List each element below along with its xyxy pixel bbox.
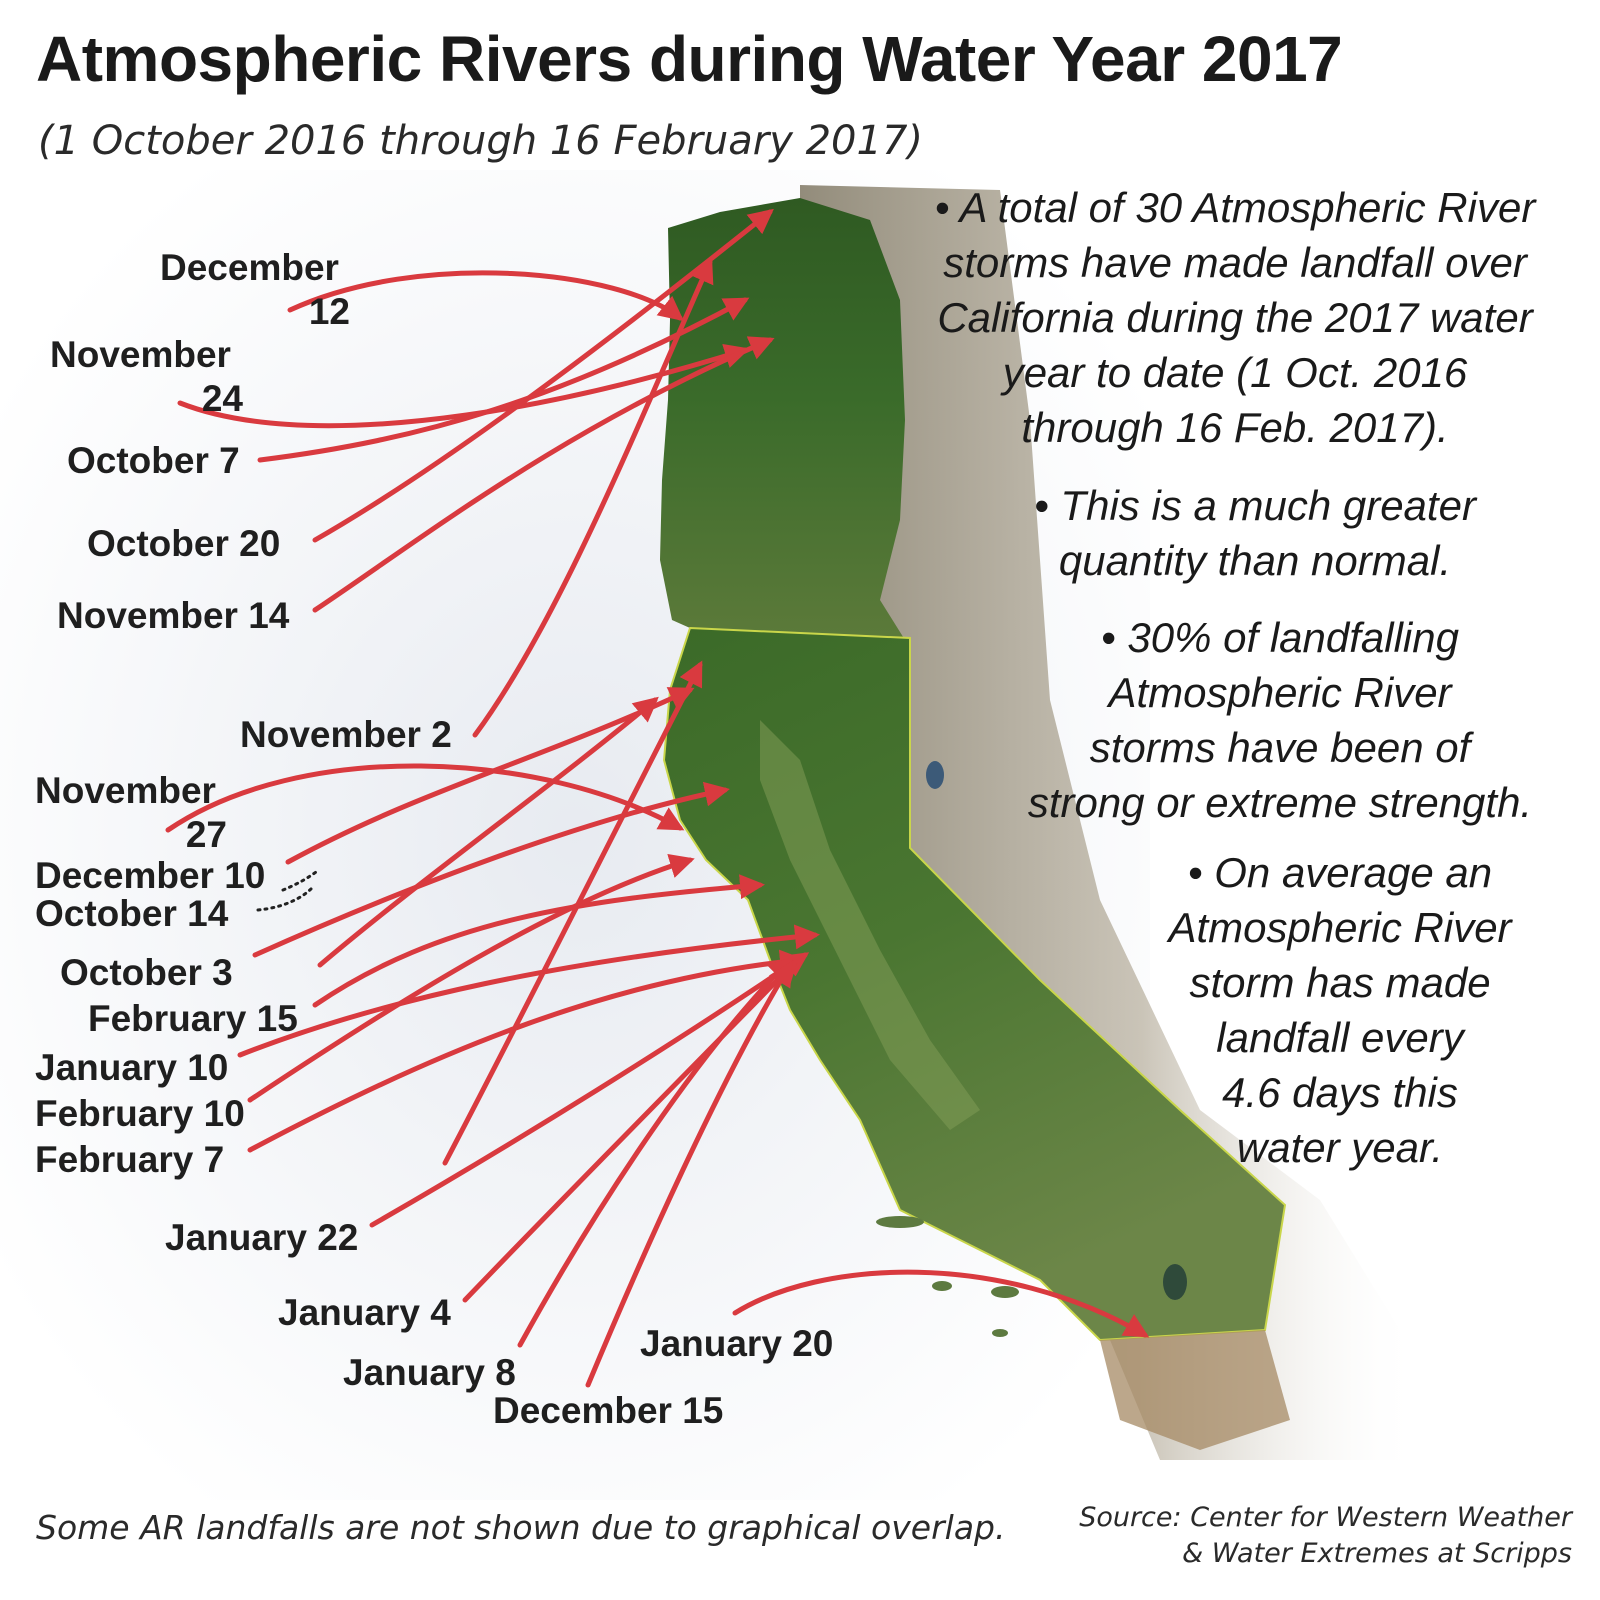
landfall-label: November 2 — [240, 714, 452, 755]
landfall-label: October 3 — [60, 952, 233, 993]
landfall-label: February 10 — [35, 1093, 245, 1134]
landfall-label: December 15 — [493, 1390, 723, 1431]
landfall-label-line: 24 — [202, 378, 244, 419]
southern-desert — [1100, 1330, 1290, 1450]
pacific-northwest-land — [660, 198, 905, 640]
landfall-label-line: November — [35, 770, 216, 811]
landfall-label-line: 27 — [186, 814, 227, 855]
landfall-label-line: December — [160, 247, 339, 288]
lake-tahoe — [926, 761, 944, 789]
landfall-label-line: January 8 — [343, 1352, 516, 1393]
landfall-label-line: October 20 — [87, 523, 280, 564]
arrow-october-20 — [312, 208, 774, 543]
arrow-january-8 — [517, 956, 794, 1348]
landfall-label-line: February 15 — [88, 998, 298, 1039]
central-valley — [760, 720, 980, 1130]
arrow-january-4 — [462, 958, 799, 1303]
landfall-label-line: December 10 — [35, 855, 265, 896]
landfall-label-line: November 2 — [240, 714, 452, 755]
landfall-label-line: November — [50, 334, 231, 375]
footnote: Some AR landfalls are not shown due to g… — [36, 1508, 1006, 1547]
fact-strength: • 30% of landfalling Atmospheric River s… — [1027, 614, 1533, 826]
title: Atmospheric Rivers during Water Year 201… — [36, 23, 1343, 95]
arrow-california-north — [317, 696, 659, 968]
landfall-label: February 7 — [35, 1139, 224, 1180]
landfall-label: January 10 — [35, 1047, 228, 1088]
arrow-february-15 — [312, 874, 765, 1008]
landfall-label: November 24 — [50, 334, 243, 419]
arrow-november-27 — [165, 763, 685, 833]
landfall-label-line: November 14 — [57, 595, 290, 636]
landfall-label-line: October 7 — [67, 440, 240, 481]
landfall-label-line: January 22 — [165, 1217, 358, 1258]
fact-total: • A total of 30 Atmospheric River storms… — [934, 184, 1536, 451]
landfall-label: February 15 — [88, 998, 298, 1039]
landfall-label: January 4 — [278, 1292, 451, 1333]
landfall-label-line: December 15 — [493, 1390, 723, 1431]
landfall-label: January 8 — [343, 1352, 516, 1393]
landfall-label-line: October 3 — [60, 952, 233, 993]
landfall-label: November 14 — [57, 595, 290, 636]
arrow-november-14 — [312, 336, 775, 613]
landfall-label-line: January 10 — [35, 1047, 228, 1088]
landfall-label: December 12 — [160, 247, 350, 332]
fact-greater: • This is a much greater quantity than n… — [1034, 482, 1476, 584]
arrow-february-10 — [247, 853, 695, 1103]
landfall-label: January 20 — [640, 1323, 833, 1364]
leader-october-14 — [256, 886, 314, 912]
arrow-november-24 — [177, 344, 750, 429]
arrow-january-10 — [237, 924, 820, 1058]
arrow-october-14 — [442, 660, 703, 1166]
landfall-label: January 22 — [165, 1217, 358, 1258]
landfall-label-line: February 10 — [35, 1093, 245, 1134]
arrow-december-10 — [285, 687, 695, 865]
landfall-label-line: October 14 — [35, 893, 229, 934]
leader-december-10 — [281, 870, 318, 892]
fact-average: • On average an Atmospheric River storm … — [1168, 849, 1512, 1171]
channel-islands — [876, 1216, 1019, 1337]
arrow-october-3 — [252, 781, 730, 958]
arrow-january-22 — [369, 952, 810, 1228]
landfall-label: October 20 — [87, 523, 280, 564]
arrow-december-15 — [585, 960, 793, 1388]
california — [662, 626, 1287, 1342]
landfall-label-line: February 7 — [35, 1139, 224, 1180]
source-credit: Source: Center for Western Weather & Wat… — [1079, 1502, 1572, 1569]
landfall-label-line: January 4 — [278, 1292, 451, 1333]
inland-terrain — [800, 185, 1420, 1460]
landfall-label: December 10 — [35, 855, 265, 896]
landfall-label-line: January 20 — [640, 1323, 833, 1364]
landfall-label-line: 12 — [309, 291, 350, 332]
arrow-december-12 — [287, 270, 684, 322]
arrow-october-7 — [257, 297, 750, 463]
landfall-arrows — [165, 208, 1150, 1388]
landfall-label: October 14 — [35, 893, 229, 934]
landfall-label: October 7 — [67, 440, 240, 481]
landfall-label: November 27 — [35, 770, 227, 855]
subtitle: (1 October 2016 through 16 February 2017… — [38, 118, 923, 164]
arrow-november-2 — [472, 257, 714, 738]
salton-sea — [1163, 1264, 1187, 1300]
arrow-january-20 — [732, 1269, 1150, 1338]
